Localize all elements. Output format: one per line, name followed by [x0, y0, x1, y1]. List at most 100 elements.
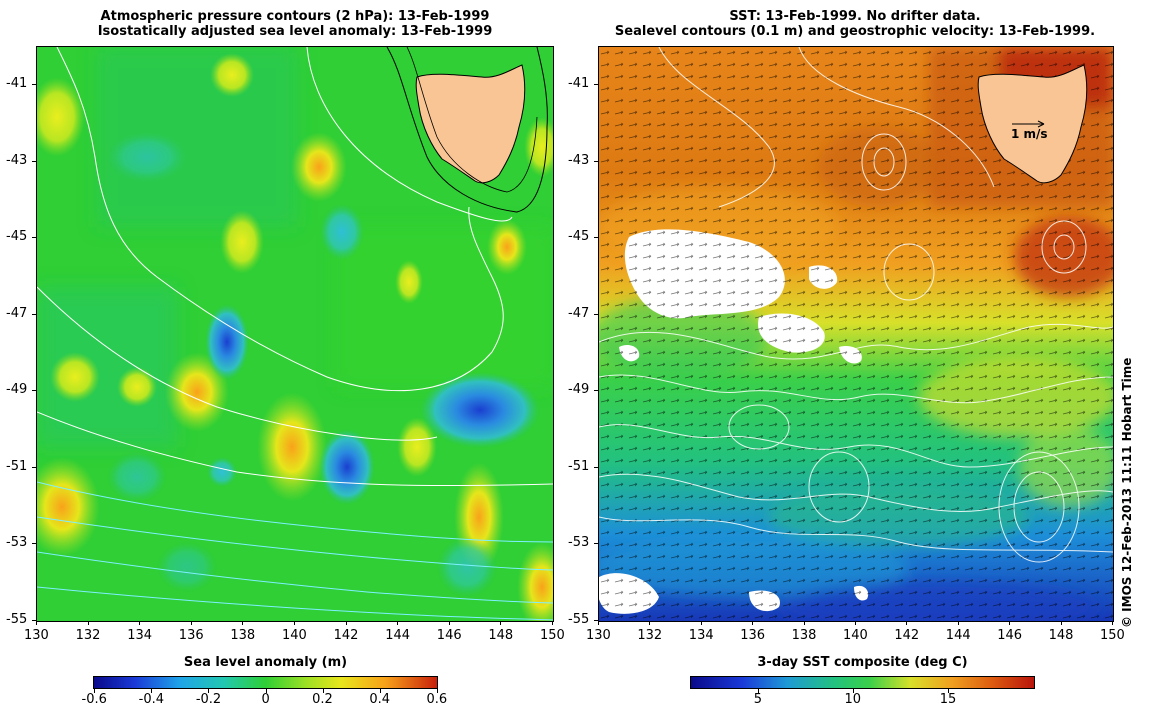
right_panel-colorbar-tick — [757, 688, 759, 693]
sst-colorbar-title: 3-day SST composite (deg C) — [757, 655, 968, 670]
sst-lat-label: -45 — [568, 229, 590, 245]
sst-lat-tick — [594, 84, 598, 86]
sst-lon-tick — [803, 621, 805, 625]
left_panel-colorbar-tick — [379, 688, 381, 693]
sla-lat-label: -51 — [6, 458, 28, 474]
sla-lon-label: 142 — [333, 628, 359, 643]
left_panel-colorbar-tick — [151, 688, 153, 693]
sst-lon-tick — [906, 621, 908, 625]
sst-lat-tick — [594, 237, 598, 239]
sst-lon-label: 130 — [586, 628, 611, 643]
sla-colorbar-title: Sea level anomaly (m) — [183, 655, 348, 670]
sla-lat-label: -47 — [6, 305, 28, 321]
sla-lat-tick — [32, 84, 36, 86]
sla-lon-label: 140 — [282, 628, 307, 643]
sst-lat-tick — [594, 160, 598, 162]
sst-lon-tick — [1009, 621, 1011, 625]
sst-lon-tick — [649, 621, 651, 625]
sla-lat-label: -49 — [6, 382, 28, 398]
sst-lat-label: -51 — [568, 458, 590, 474]
sla-lon-tick — [190, 621, 192, 625]
left-title-line1: Atmospheric pressure contours (2 hPa): 1… — [100, 9, 490, 24]
sst-lon-tick — [752, 621, 754, 625]
sst-lat-label: -55 — [568, 612, 590, 627]
sla-lon-tick — [36, 621, 37, 625]
sla-lon-tick — [448, 621, 450, 625]
sla-lat-tick — [32, 466, 36, 468]
left_panel-colorbar-tick — [322, 688, 324, 693]
sla-lon-label: 132 — [75, 628, 101, 643]
left-title-line2: Isostatically adjusted sea level anomaly… — [97, 24, 493, 39]
left_panel-colorbar-tick — [94, 688, 95, 693]
sst-lon-label: 134 — [688, 628, 714, 643]
sst-lon-label: 138 — [791, 628, 817, 643]
sla-lon-tick — [294, 621, 295, 625]
sla-lon-label: 138 — [230, 628, 256, 643]
left_panel-colorbar-tick-label: -0.2 — [195, 692, 222, 707]
sst-lat-label: -53 — [568, 535, 590, 551]
sla-lon-tick — [397, 621, 399, 625]
sla-lon-tick — [87, 621, 89, 625]
sst-lon-label: 140 — [843, 628, 868, 643]
sla-field — [37, 47, 553, 621]
sst-map[interactable]: 1 m/s — [598, 46, 1114, 622]
sla-lon-label: 146 — [436, 628, 462, 643]
sst-lon-tick — [855, 621, 856, 625]
sst-lat-label: -47 — [568, 305, 590, 321]
sla-lon-tick — [500, 621, 502, 625]
left_panel-colorbar-tick — [265, 688, 267, 693]
sla-lat-tick — [32, 160, 36, 162]
left_panel-colorbar-tick — [437, 688, 438, 693]
sst-lat-tick — [594, 543, 598, 545]
left_panel-colorbar-tick-label: -0.6 — [81, 692, 107, 707]
sst-lon-label: 144 — [945, 628, 971, 643]
credit-text: © IMOS 12-Feb-2013 11:11 Hobart Time — [1120, 357, 1134, 628]
left_panel-colorbar-tick-label: 0 — [261, 692, 270, 707]
sla-lon-tick — [552, 621, 553, 625]
sla-map[interactable] — [36, 46, 554, 622]
tasmania-land-left — [386, 47, 548, 213]
left_panel-colorbar-tick — [208, 688, 210, 693]
sst-lat-tick — [594, 390, 598, 392]
sla-lon-label: 130 — [24, 628, 49, 643]
sst-lon-tick — [1112, 621, 1113, 625]
sla-lon-label: 136 — [178, 628, 204, 643]
sla-lat-label: -53 — [6, 535, 28, 551]
velocity-scale-arrow — [1012, 120, 1045, 128]
sla-lat-label: -43 — [6, 152, 28, 168]
right_panel-colorbar-tick-label: 5 — [753, 692, 762, 707]
sst-lat-label: -49 — [568, 382, 590, 398]
right-title-line2: Sealevel contours (0.1 m) and geostrophi… — [614, 24, 1096, 39]
sst-lon-tick — [957, 621, 959, 625]
sst-lat-tick — [594, 466, 598, 468]
sst-lon-label: 132 — [637, 628, 663, 643]
right_panel-colorbar-tick-label: 10 — [844, 692, 862, 707]
sla-lon-label: 144 — [385, 628, 411, 643]
sst-lat-label: -43 — [568, 152, 590, 168]
left_panel-colorbar-tick-label: -0.4 — [138, 692, 165, 707]
right-title-line1: SST: 13-Feb-1999. No drifter data. — [729, 9, 981, 24]
sst-lon-tick — [598, 621, 599, 625]
sst-lon-tick — [700, 621, 702, 625]
sst-lon-label: 150 — [1100, 628, 1125, 643]
velocity-scale-label: 1 m/s — [1011, 127, 1048, 141]
right_panel-colorbar-tick — [948, 688, 950, 693]
sla-lat-label: -41 — [6, 76, 28, 92]
right_panel-colorbar-tick — [852, 688, 854, 693]
sla-lon-label: 134 — [127, 628, 153, 643]
left_panel-colorbar-tick-label: 0.6 — [426, 692, 448, 707]
sla-lon-label: 148 — [488, 628, 514, 643]
sla-lat-label: -55 — [6, 612, 28, 627]
sst-lon-label: 148 — [1048, 628, 1074, 643]
sla-lat-tick — [32, 237, 36, 239]
sla-lon-label: 150 — [540, 628, 565, 643]
left_panel-colorbar-tick-label: 0.2 — [312, 692, 333, 707]
sst-lon-label: 142 — [894, 628, 920, 643]
sla-lon-tick — [139, 621, 141, 625]
sst-lon-tick — [1060, 621, 1062, 625]
sst-lon-label: 146 — [997, 628, 1023, 643]
sla-lat-tick — [32, 313, 36, 315]
sst-lat-tick — [594, 620, 598, 621]
sla-lat-tick — [32, 390, 36, 392]
right_panel-colorbar-tick-label: 15 — [939, 692, 957, 707]
